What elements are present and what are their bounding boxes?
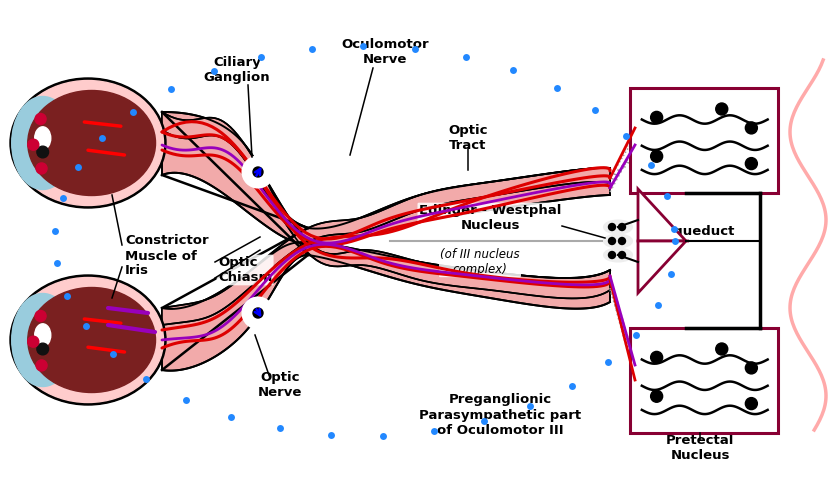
- Polygon shape: [638, 241, 686, 293]
- Ellipse shape: [34, 127, 51, 149]
- Text: Oculomotor
Nerve: Oculomotor Nerve: [341, 38, 429, 66]
- Text: Aqueduct: Aqueduct: [664, 226, 736, 239]
- Circle shape: [650, 111, 663, 123]
- Bar: [630, 88, 778, 193]
- Ellipse shape: [28, 91, 155, 196]
- Circle shape: [650, 150, 663, 162]
- Circle shape: [608, 224, 616, 230]
- Text: (of III nucleus
complex): (of III nucleus complex): [440, 248, 520, 276]
- Circle shape: [36, 163, 47, 174]
- Circle shape: [37, 343, 49, 355]
- Ellipse shape: [34, 324, 51, 347]
- Circle shape: [745, 122, 758, 134]
- Polygon shape: [308, 168, 610, 245]
- Circle shape: [745, 398, 758, 410]
- Text: Preganglionic
Parasympathetic part
of Oculomotor III: Preganglionic Parasympathetic part of Oc…: [419, 393, 581, 437]
- Circle shape: [28, 139, 39, 150]
- Ellipse shape: [604, 235, 632, 247]
- Circle shape: [618, 224, 626, 230]
- Text: Pretectal
Nucleus: Pretectal Nucleus: [666, 434, 734, 462]
- Circle shape: [243, 157, 273, 187]
- Text: Optic
Nerve: Optic Nerve: [258, 371, 302, 399]
- Circle shape: [745, 158, 758, 170]
- Circle shape: [35, 113, 46, 124]
- Ellipse shape: [12, 96, 74, 189]
- Polygon shape: [162, 112, 308, 245]
- Text: Optic
Tract: Optic Tract: [448, 124, 487, 152]
- Ellipse shape: [28, 287, 155, 392]
- Text: Ciliary
Ganglion: Ciliary Ganglion: [204, 56, 270, 84]
- Text: Edinger - Westphal
Nucleus: Edinger - Westphal Nucleus: [419, 204, 561, 232]
- Bar: [630, 328, 778, 433]
- Ellipse shape: [13, 80, 164, 205]
- Circle shape: [36, 360, 47, 371]
- Ellipse shape: [604, 220, 632, 233]
- Polygon shape: [162, 168, 610, 325]
- Circle shape: [650, 390, 663, 402]
- Ellipse shape: [10, 275, 166, 405]
- Circle shape: [37, 146, 49, 158]
- Circle shape: [28, 336, 39, 347]
- Circle shape: [745, 362, 758, 374]
- Polygon shape: [638, 189, 686, 241]
- Text: Constrictor
Muscle of
Iris: Constrictor Muscle of Iris: [125, 235, 209, 278]
- Polygon shape: [162, 112, 610, 298]
- Circle shape: [253, 167, 263, 177]
- Circle shape: [716, 343, 727, 355]
- Circle shape: [608, 252, 616, 258]
- Circle shape: [243, 298, 273, 328]
- Circle shape: [618, 252, 626, 258]
- Circle shape: [35, 310, 46, 321]
- Circle shape: [650, 351, 663, 363]
- Polygon shape: [162, 242, 308, 371]
- Ellipse shape: [12, 294, 74, 387]
- Circle shape: [716, 103, 727, 115]
- Circle shape: [608, 238, 616, 244]
- Ellipse shape: [10, 78, 166, 208]
- Ellipse shape: [13, 278, 164, 402]
- Circle shape: [253, 308, 263, 318]
- Polygon shape: [308, 242, 610, 308]
- Ellipse shape: [604, 249, 632, 262]
- Text: Optic
Chiasm: Optic Chiasm: [218, 256, 272, 284]
- Circle shape: [618, 238, 626, 244]
